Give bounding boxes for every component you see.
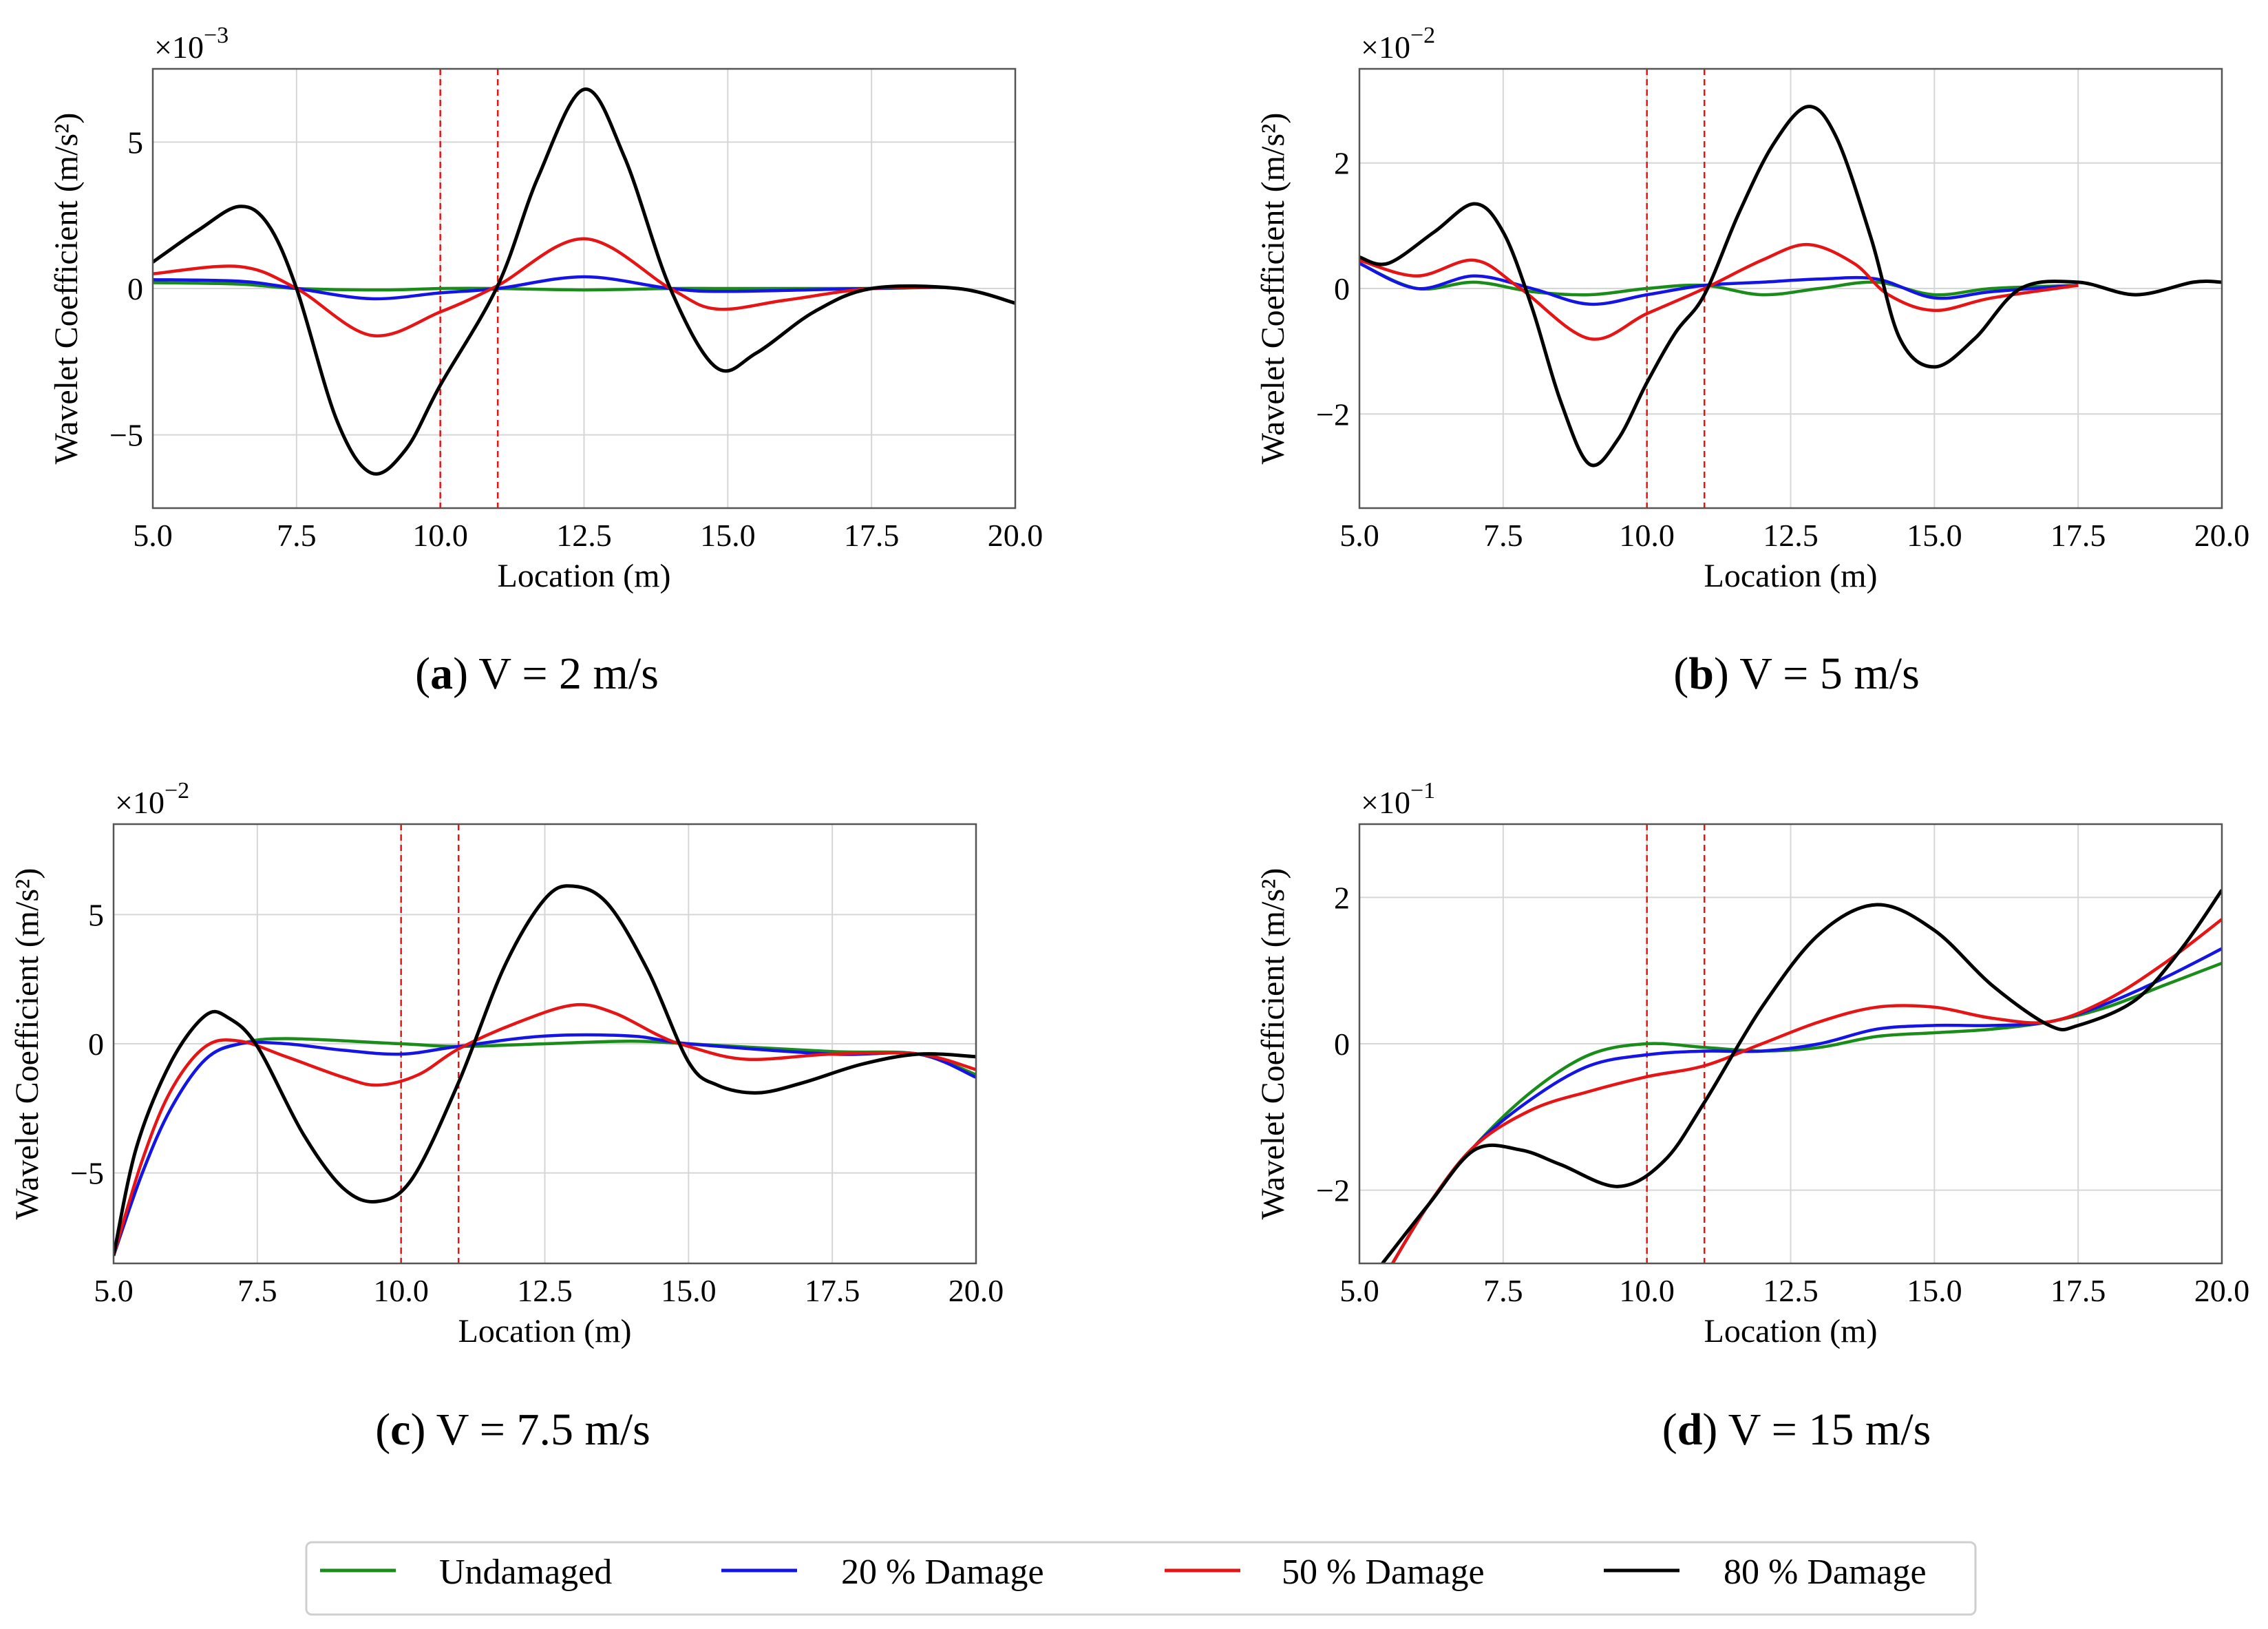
x-tick-label: 20.0 bbox=[2194, 518, 2250, 553]
x-tick-label: 7.5 bbox=[277, 518, 317, 553]
series-group bbox=[114, 884, 976, 1257]
series-line-50-damage bbox=[1390, 918, 2222, 1263]
x-tick-label: 10.0 bbox=[1619, 1273, 1675, 1308]
axes-frame bbox=[151, 67, 1017, 509]
subplot-a: 5.0 7.5 10.0 12.5 15.0 17.5 20.0 −5 0 5 ×10−3 Locat… bbox=[48, 23, 1043, 699]
series-line-80-damage bbox=[1381, 889, 2222, 1263]
y-axis-label: Wavelet Coefficient (m/s²) bbox=[1255, 868, 1291, 1220]
y-tick-label: 5 bbox=[88, 897, 104, 932]
subplot-caption: (a) V = 2 m/s bbox=[415, 649, 659, 699]
x-tick-label: 20.0 bbox=[948, 1273, 1004, 1308]
legend-label-50-damage: 50 % Damage bbox=[1282, 1553, 1485, 1592]
series-line-undamaged bbox=[1359, 262, 2079, 297]
x-tick-label: 12.5 bbox=[517, 1273, 573, 1308]
x-tick-label: 10.0 bbox=[373, 1273, 429, 1308]
subplot-d: 5.0 7.5 10.0 12.5 15.0 17.5 20.0 −2 0 2 ×10−1 Locat… bbox=[1255, 778, 2249, 1455]
subplot-b: 5.0 7.5 10.0 12.5 15.0 17.5 20.0 −2 0 2 ×10−2 Locat… bbox=[1255, 23, 2249, 699]
x-axis-label: Location (m) bbox=[498, 558, 671, 594]
x-axis-label: Location (m) bbox=[1704, 558, 1878, 594]
x-tick-label: 15.0 bbox=[661, 1273, 717, 1308]
x-tick-label: 17.5 bbox=[2050, 1273, 2106, 1308]
series-line-undamaged bbox=[1390, 961, 2222, 1263]
series-line-20-damage bbox=[1390, 947, 2222, 1263]
y-tick-label: 0 bbox=[88, 1027, 104, 1062]
x-tick-label: 20.0 bbox=[2194, 1273, 2250, 1308]
x-tick-label: 5.0 bbox=[133, 518, 173, 553]
x-tick-label: 15.0 bbox=[1907, 518, 1962, 553]
legend: Undamaged 20 % Damage 50 % Damage 80 % D… bbox=[305, 1541, 1977, 1616]
x-tick-label: 17.5 bbox=[2050, 518, 2106, 553]
x-tick-label: 15.0 bbox=[1907, 1273, 1962, 1308]
x-tick-label: 12.5 bbox=[556, 518, 612, 553]
subplot-caption: (b) V = 5 m/s bbox=[1673, 649, 1920, 699]
legend-frame bbox=[305, 1541, 1977, 1616]
subplot-caption: (c) V = 7.5 m/s bbox=[375, 1405, 650, 1455]
legend-label-80-damage: 80 % Damage bbox=[1724, 1553, 1927, 1592]
x-tick-label: 15.0 bbox=[700, 518, 756, 553]
series-line-50-damage bbox=[114, 1002, 976, 1257]
series-line-20-damage bbox=[1359, 262, 2079, 306]
subplot-c: 5.0 7.5 10.0 12.5 15.0 17.5 20.0 −5 0 5 ×10−2 Locat… bbox=[9, 778, 1004, 1455]
y-scale-factor: ×10−3 bbox=[154, 23, 229, 65]
x-tick-label: 7.5 bbox=[1483, 1273, 1523, 1308]
y-tick-label: 0 bbox=[1334, 271, 1350, 306]
series-line-80-damage bbox=[153, 87, 1015, 476]
y-tick-label: 2 bbox=[1334, 146, 1350, 181]
x-tick-label: 20.0 bbox=[988, 518, 1043, 553]
y-tick-label: 5 bbox=[127, 125, 143, 160]
y-axis-label: Wavelet Coefficient (m/s²) bbox=[48, 113, 85, 465]
y-scale-factor: ×10−1 bbox=[1361, 778, 1435, 820]
y-axis-label: Wavelet Coefficient (m/s²) bbox=[9, 868, 45, 1220]
series-line-80-damage bbox=[114, 884, 976, 1257]
x-tick-label: 5.0 bbox=[94, 1273, 134, 1308]
y-tick-label: 0 bbox=[1334, 1027, 1350, 1062]
axes-frame bbox=[112, 823, 977, 1265]
y-tick-label: −5 bbox=[70, 1156, 104, 1191]
y-tick-label: −2 bbox=[1316, 397, 1350, 432]
x-tick-label: 7.5 bbox=[237, 1273, 277, 1308]
legend-label-undamaged: Undamaged bbox=[439, 1553, 612, 1592]
series-line-50-damage bbox=[1359, 242, 2079, 341]
y-axis-label: Wavelet Coefficient (m/s²) bbox=[1255, 113, 1291, 465]
series-group bbox=[153, 87, 1015, 476]
x-tick-label: 10.0 bbox=[1619, 518, 1675, 553]
x-axis-label: Location (m) bbox=[458, 1313, 632, 1349]
series-group bbox=[1359, 105, 2222, 467]
x-tick-label: 17.5 bbox=[805, 1273, 860, 1308]
x-tick-label: 12.5 bbox=[1763, 518, 1819, 553]
axes-frame bbox=[1358, 67, 2223, 509]
y-tick-label: −2 bbox=[1316, 1173, 1350, 1208]
y-scale-factor: ×10−2 bbox=[115, 778, 189, 820]
x-tick-label: 12.5 bbox=[1763, 1273, 1819, 1308]
series-line-20-damage bbox=[114, 1033, 976, 1257]
x-tick-label: 5.0 bbox=[1339, 1273, 1379, 1308]
y-scale-factor: ×10−2 bbox=[1361, 23, 1435, 65]
y-tick-label: −5 bbox=[109, 418, 143, 453]
series-group bbox=[1381, 889, 2222, 1263]
legend-label-20-damage: 20 % Damage bbox=[841, 1553, 1044, 1592]
x-tick-label: 10.0 bbox=[412, 518, 468, 553]
x-tick-label: 7.5 bbox=[1483, 518, 1523, 553]
x-tick-label: 5.0 bbox=[1339, 518, 1379, 553]
axes-frame bbox=[1358, 823, 2223, 1265]
x-tick-label: 17.5 bbox=[844, 518, 900, 553]
y-tick-label: 2 bbox=[1334, 880, 1350, 915]
x-axis-label: Location (m) bbox=[1704, 1313, 1878, 1349]
y-tick-label: 0 bbox=[127, 271, 143, 306]
subplot-caption: (d) V = 15 m/s bbox=[1662, 1405, 1931, 1455]
series-line-80-damage bbox=[1359, 105, 2222, 467]
